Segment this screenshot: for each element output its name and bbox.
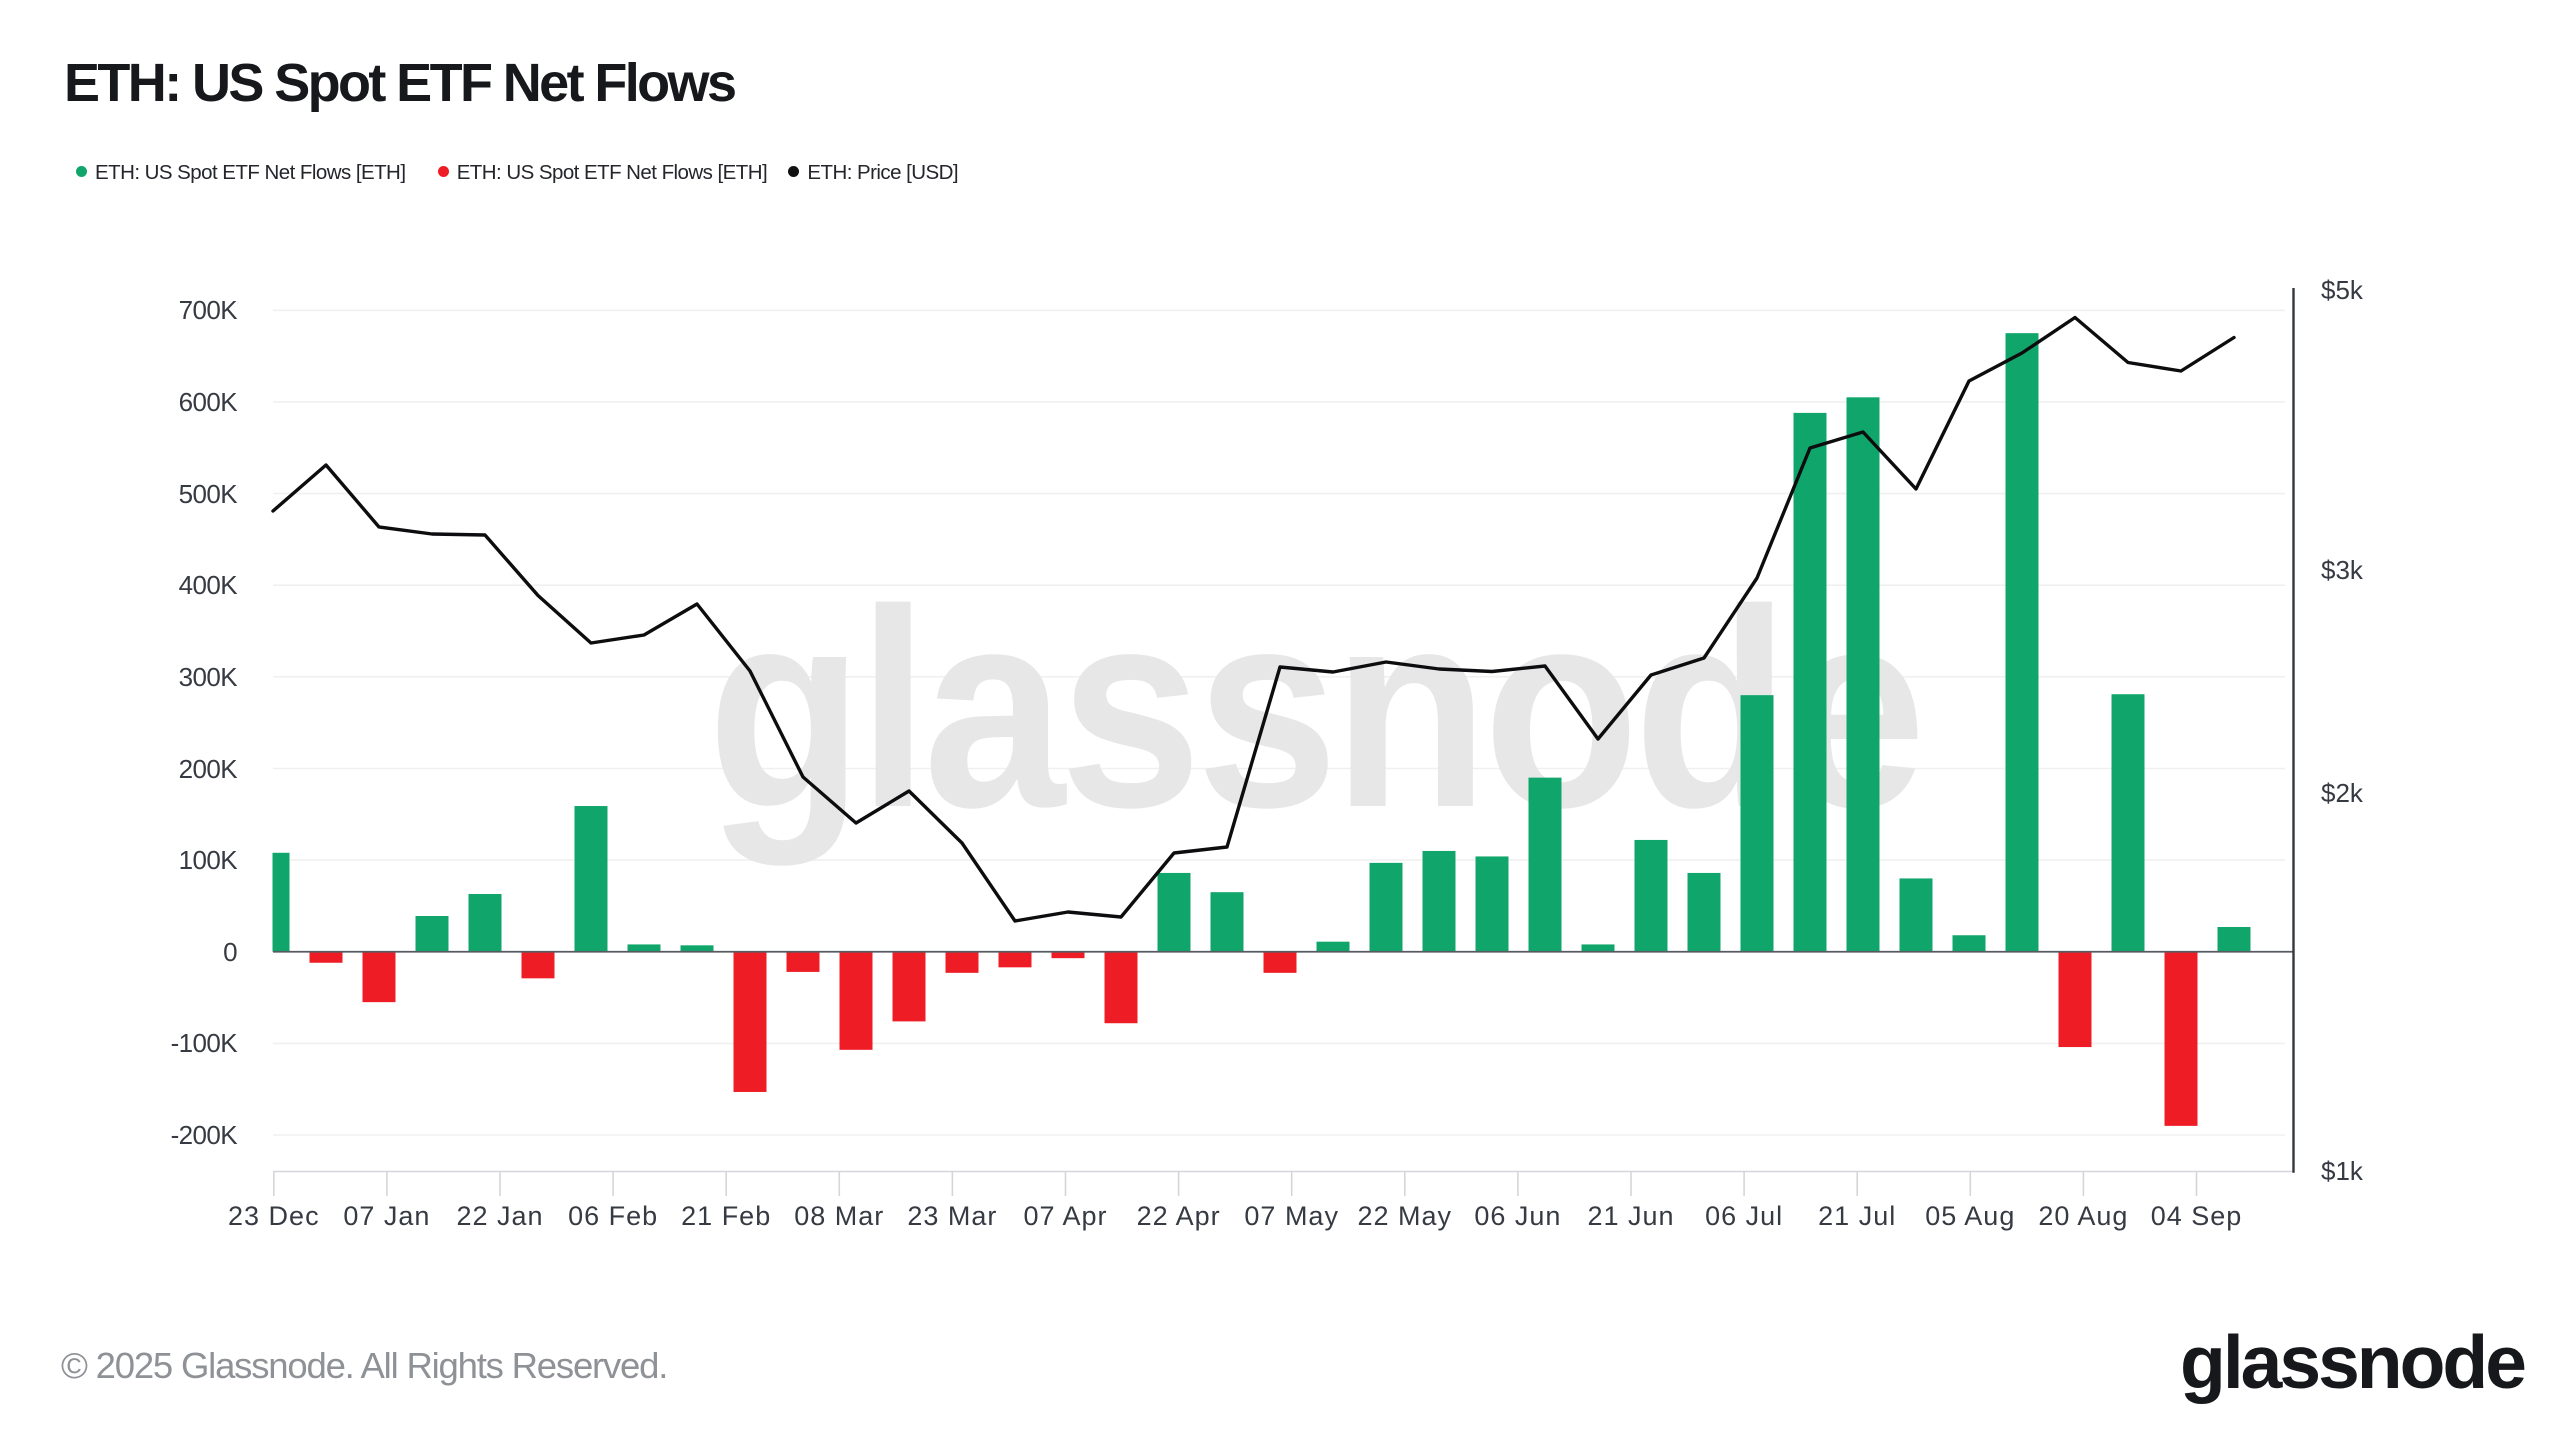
svg-text:glassnode: glassnode xyxy=(707,551,1920,867)
